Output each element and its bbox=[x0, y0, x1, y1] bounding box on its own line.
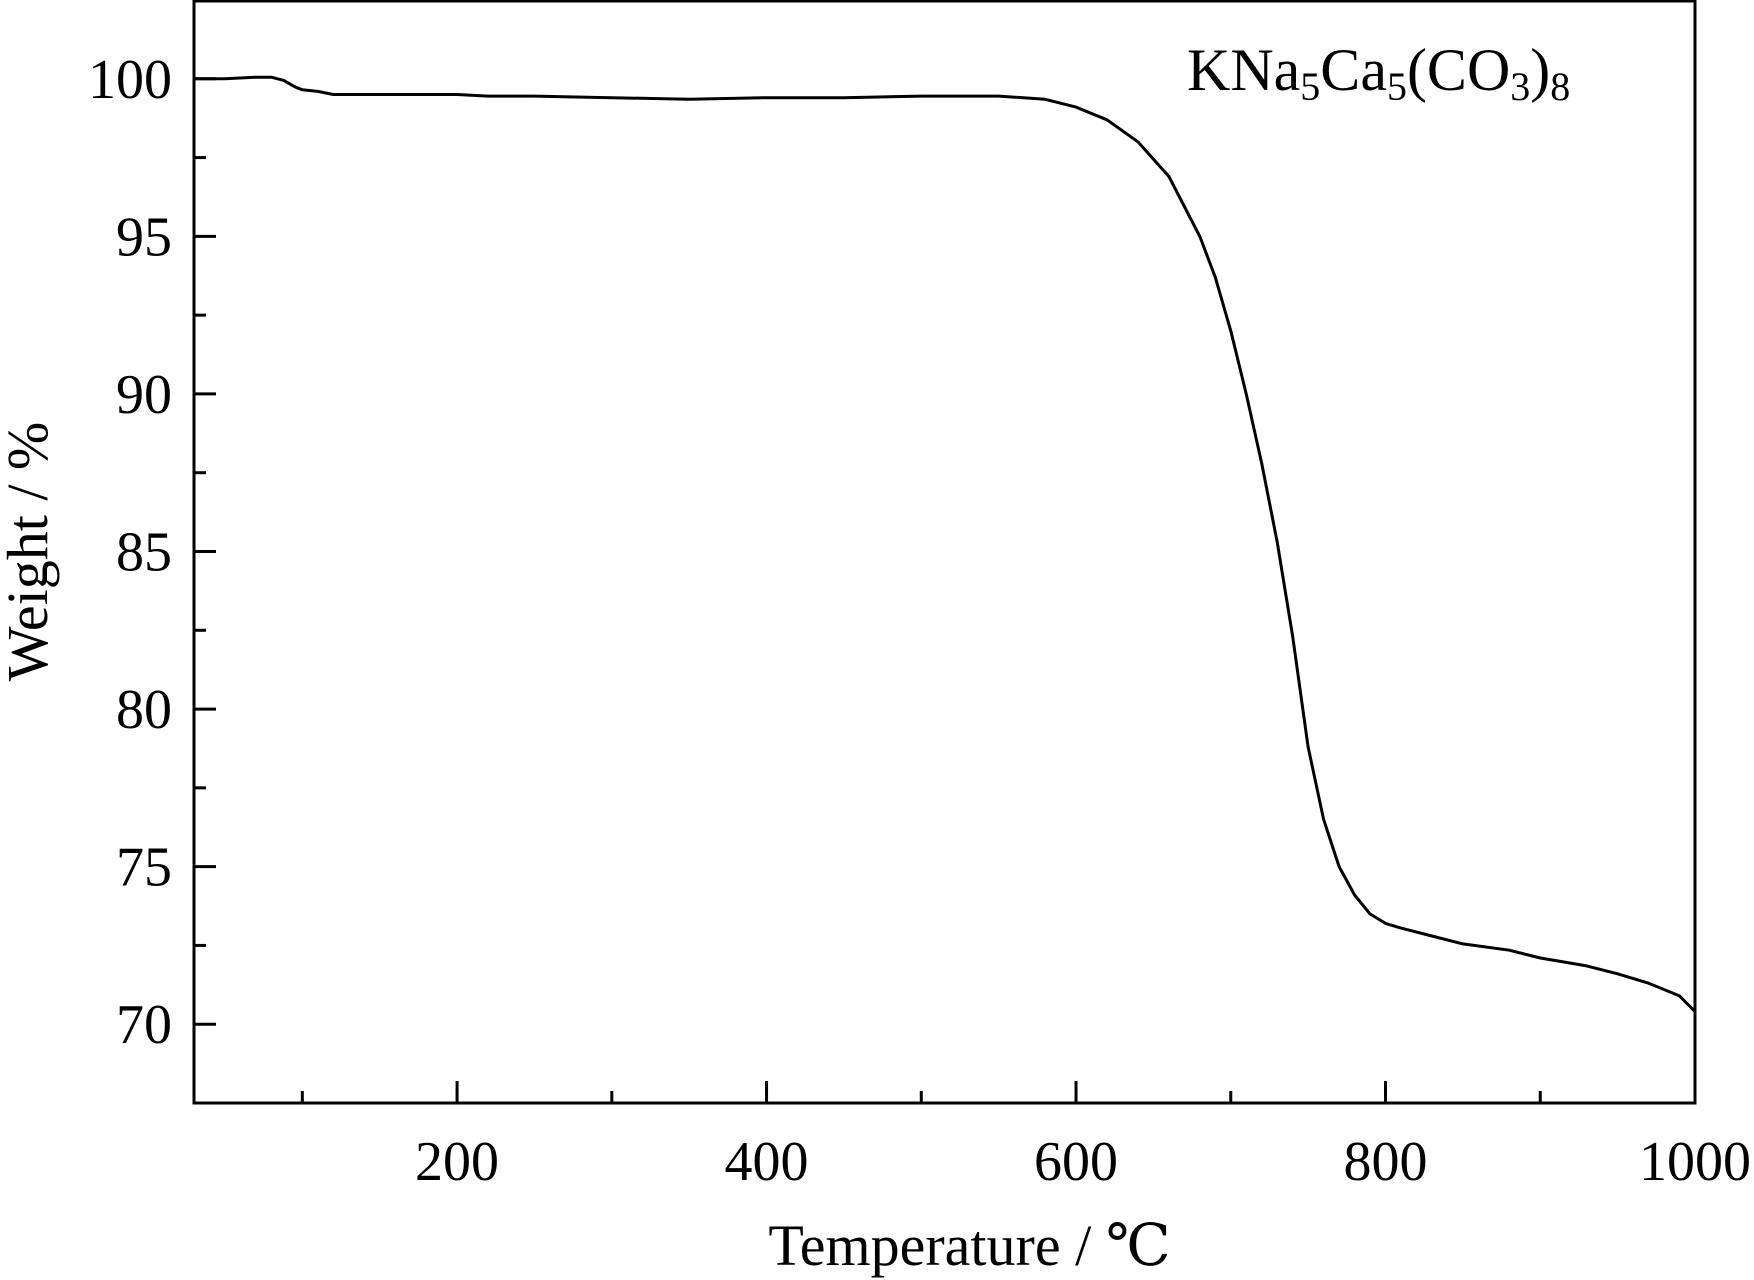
weight-curve bbox=[194, 75, 1697, 1013]
y-tick-label: 100 bbox=[88, 49, 172, 111]
x-tick-label: 400 bbox=[725, 1131, 809, 1193]
x-tick-label: 600 bbox=[1034, 1131, 1118, 1193]
compound-label: KNa5Ca5(CO3)8 bbox=[1187, 37, 1570, 109]
x-axis-title: Temperature / ℃ bbox=[768, 1213, 1170, 1278]
x-tick-label: 200 bbox=[415, 1131, 499, 1193]
y-tick-label: 85 bbox=[116, 522, 172, 584]
y-tick-label: 95 bbox=[116, 206, 172, 268]
y-tick-label: 90 bbox=[116, 364, 172, 426]
y-tick-label: 70 bbox=[116, 994, 172, 1056]
y-tick-label: 75 bbox=[116, 837, 172, 899]
plot-frame bbox=[192, 0, 1697, 1105]
x-tick-label: 1000 bbox=[1639, 1131, 1751, 1193]
x-tick-label: 800 bbox=[1344, 1131, 1428, 1193]
y-axis-title: Weight / % bbox=[0, 422, 60, 682]
y-tick-label: 80 bbox=[116, 679, 172, 741]
